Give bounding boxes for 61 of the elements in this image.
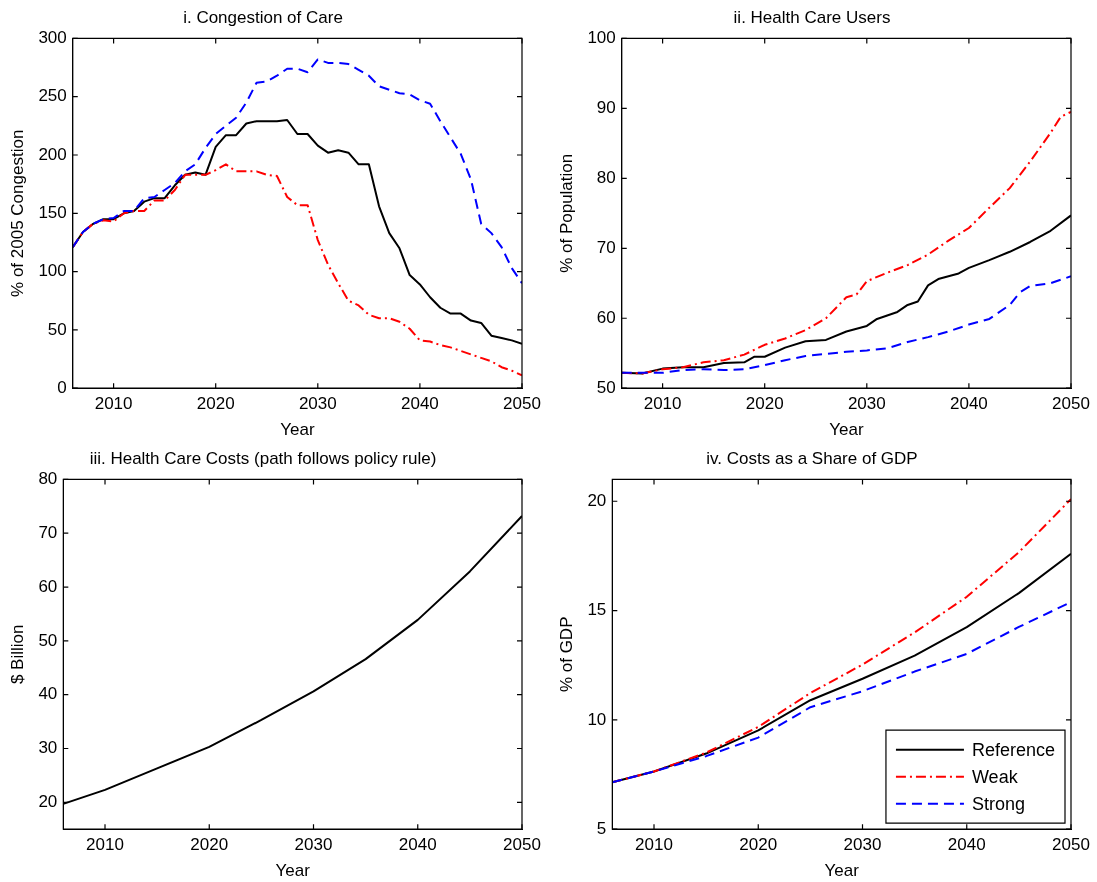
y-tick-label: 70 — [38, 522, 58, 542]
y-axis-title: % of GDP — [556, 616, 576, 693]
y-tick-label: 5 — [596, 818, 607, 838]
x-tick-label: 2030 — [847, 394, 886, 414]
x-axis-title: Year — [275, 861, 311, 881]
x-tick-label: 2020 — [739, 835, 778, 855]
chart-title: ii. Health Care Users — [733, 7, 891, 27]
x-tick-label: 2040 — [400, 394, 439, 414]
x-tick-label: 2010 — [643, 394, 682, 414]
x-tick-label: 2030 — [298, 394, 337, 414]
legend-label: Strong — [971, 793, 1025, 814]
y-tick-label: 10 — [587, 709, 607, 729]
x-axis-title: Year — [829, 420, 864, 440]
x-axis-title: Year — [824, 861, 860, 881]
y-tick-label: 50 — [47, 319, 67, 339]
x-tick-label: 2010 — [635, 835, 673, 855]
legend-label: Weak — [971, 766, 1019, 787]
chart-title: i. Congestion of Care — [183, 7, 343, 27]
x-tick-label: 2050 — [503, 394, 541, 414]
y-tick-label: 80 — [596, 168, 616, 188]
chart-title: iii. Health Care Costs (path follows policy rule) — [89, 448, 437, 468]
x-tick-label: 2010 — [94, 394, 133, 414]
y-tick-label: 50 — [38, 630, 58, 650]
y-tick-label: 70 — [596, 237, 616, 257]
line-series — [621, 275, 1071, 374]
y-axis-title: % of Population — [556, 153, 576, 273]
y-tick-label: 50 — [596, 377, 616, 397]
x-tick-label: 2050 — [503, 835, 541, 855]
y-tick-label: 20 — [587, 490, 607, 510]
legend-label: Reference — [971, 739, 1056, 760]
y-tick-label: 80 — [38, 469, 58, 489]
y-tick-label: 150 — [38, 202, 67, 222]
x-tick-label: 2020 — [196, 394, 235, 414]
x-tick-label: 2050 — [1052, 835, 1090, 855]
x-tick-label: 2020 — [745, 394, 784, 414]
chart-title: iv. Costs as a Share of GDP — [706, 448, 918, 468]
y-tick-label: 30 — [38, 738, 58, 758]
y-axis-title: % of 2005 Congestion — [7, 129, 27, 297]
y-tick-label: 60 — [38, 576, 58, 596]
y-tick-label: 20 — [38, 791, 58, 811]
y-tick-label: 60 — [596, 307, 616, 327]
x-tick-label: 2030 — [843, 835, 882, 855]
y-tick-label: 0 — [57, 377, 67, 397]
y-tick-label: 15 — [587, 600, 607, 620]
x-tick-label: 2020 — [190, 835, 229, 855]
x-tick-label: 2030 — [294, 835, 333, 855]
y-tick-label: 40 — [38, 684, 58, 704]
y-tick-label: 300 — [38, 28, 67, 48]
y-axis-title: $ Billion — [7, 624, 27, 685]
x-tick-label: 2040 — [947, 835, 986, 855]
y-tick-label: 90 — [596, 98, 616, 118]
y-tick-label: 200 — [38, 144, 67, 164]
x-axis-title: Year — [280, 420, 315, 440]
y-tick-label: 100 — [38, 261, 67, 281]
y-tick-label: 100 — [587, 28, 616, 48]
line-series — [72, 58, 522, 285]
x-tick-label: 2040 — [398, 835, 437, 855]
x-tick-label: 2010 — [86, 835, 124, 855]
y-tick-label: 250 — [38, 86, 67, 106]
x-tick-label: 2040 — [949, 394, 988, 414]
x-tick-label: 2050 — [1052, 394, 1090, 414]
